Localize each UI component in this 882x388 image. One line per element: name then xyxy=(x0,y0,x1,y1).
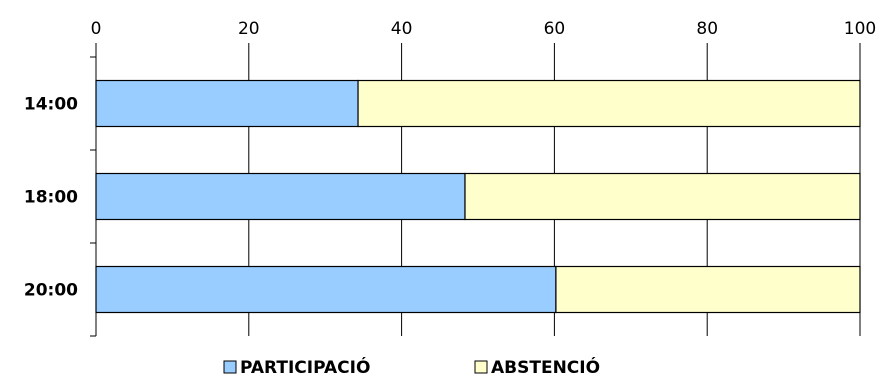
x-tick-label-4: 80 xyxy=(696,19,718,39)
bar-abstencio-2000 xyxy=(555,265,861,314)
category-label-1400: 14:00 xyxy=(24,95,78,115)
legend-swatch-1 xyxy=(474,360,488,374)
bar-participacio-1400 xyxy=(95,79,359,128)
legend-label-1: ABSTENCIÓ xyxy=(491,356,600,378)
x-tick-label-0: 0 xyxy=(91,19,102,39)
x-tick-label-1: 20 xyxy=(238,19,260,39)
x-tick-label-3: 60 xyxy=(544,19,566,39)
bar-participacio-1800 xyxy=(95,172,466,221)
x-tick-label-5: 100 xyxy=(844,19,876,39)
legend: PARTICIPACIÓ ABSTENCIÓ xyxy=(223,356,600,378)
bar-abstencio-1400 xyxy=(357,79,861,128)
category-label-1800: 18:00 xyxy=(24,188,78,208)
bars xyxy=(95,79,861,314)
category-labels: 14:00 18:00 20:00 xyxy=(24,95,78,301)
legend-label-0: PARTICIPACIÓ xyxy=(240,356,370,378)
y-axis xyxy=(90,56,97,337)
bar-participacio-2000 xyxy=(95,265,557,314)
category-label-2000: 20:00 xyxy=(24,281,78,301)
x-tick-labels: 0 20 40 60 80 100 xyxy=(91,19,877,39)
legend-swatch-0 xyxy=(223,360,237,374)
bar-abstencio-1800 xyxy=(464,172,861,221)
x-tick-label-2: 40 xyxy=(391,19,413,39)
